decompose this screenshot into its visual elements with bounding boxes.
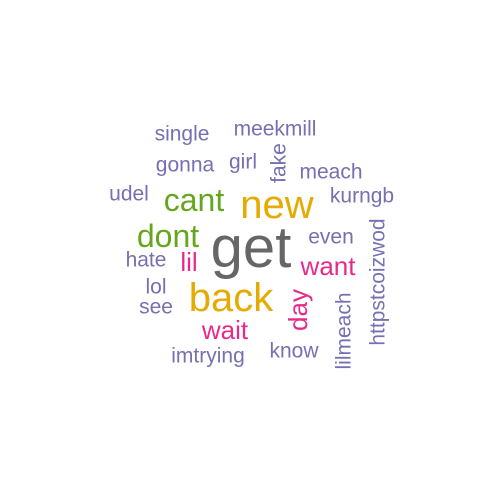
word-cant: cant — [163, 182, 225, 218]
word-imtrying: imtrying — [171, 344, 245, 368]
word-new: new — [240, 183, 314, 227]
word-meekmill: meekmill — [233, 117, 317, 141]
word-day: day — [283, 289, 313, 331]
word-lil: lil — [180, 247, 198, 277]
word-even: even — [308, 225, 354, 249]
word-wait: wait — [201, 315, 249, 345]
word-udel: udel — [109, 182, 149, 206]
word-get: get — [210, 215, 292, 280]
word-girl: girl — [228, 150, 258, 174]
word-meach: meach — [299, 160, 363, 184]
word-see: see — [139, 295, 173, 319]
word-httpstcoizwod: httpstcoizwod — [366, 218, 390, 346]
word-gonna: gonna — [155, 153, 215, 177]
word-hate: hate — [125, 248, 167, 272]
word-lol: lol — [145, 275, 167, 299]
word-dont: dont — [136, 218, 200, 254]
word-know: know — [269, 339, 319, 363]
word-back: back — [188, 276, 274, 320]
word-lilmeach: lilmeach — [332, 292, 356, 370]
word-fake: fake — [267, 143, 291, 183]
word-single: single — [154, 122, 210, 146]
word-want: want — [300, 251, 356, 281]
word-kurngb: kurngb — [329, 184, 395, 208]
